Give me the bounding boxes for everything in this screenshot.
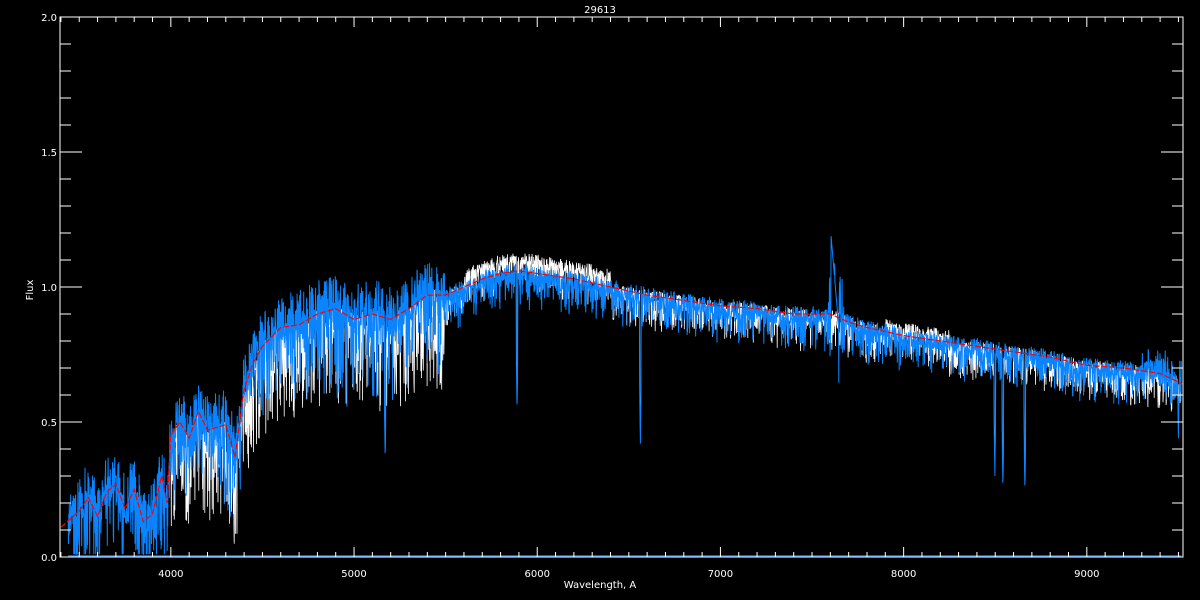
x-tick-label: 9000 <box>1074 569 1099 580</box>
x-tick-label: 6000 <box>525 569 550 580</box>
series-layer <box>60 236 1184 557</box>
chart-title: 29613 <box>584 5 616 16</box>
x-tick-label: 7000 <box>708 569 733 580</box>
y-tick-label: 1.0 <box>41 283 57 294</box>
x-tick-label: 5000 <box>341 569 366 580</box>
smoothed-spectrum-line <box>60 270 1184 528</box>
y-tick-label: 0.5 <box>41 418 57 429</box>
model-spectrum-line <box>67 236 1182 555</box>
x-axis-label: Wavelength, A <box>564 580 637 591</box>
axes-layer: 4000 5000 6000 7000 8000 9000 0.0 0.5 1.0 1.5 2.0 <box>41 13 1184 580</box>
x-tick-label: 4000 <box>158 569 183 580</box>
y-tick-label: 0.0 <box>41 553 57 564</box>
y-tick-label: 2.0 <box>41 13 57 24</box>
x-tick-label: 8000 <box>891 569 916 580</box>
y-axis-label: Flux <box>25 280 36 301</box>
y-tick-label: 1.5 <box>41 148 57 159</box>
